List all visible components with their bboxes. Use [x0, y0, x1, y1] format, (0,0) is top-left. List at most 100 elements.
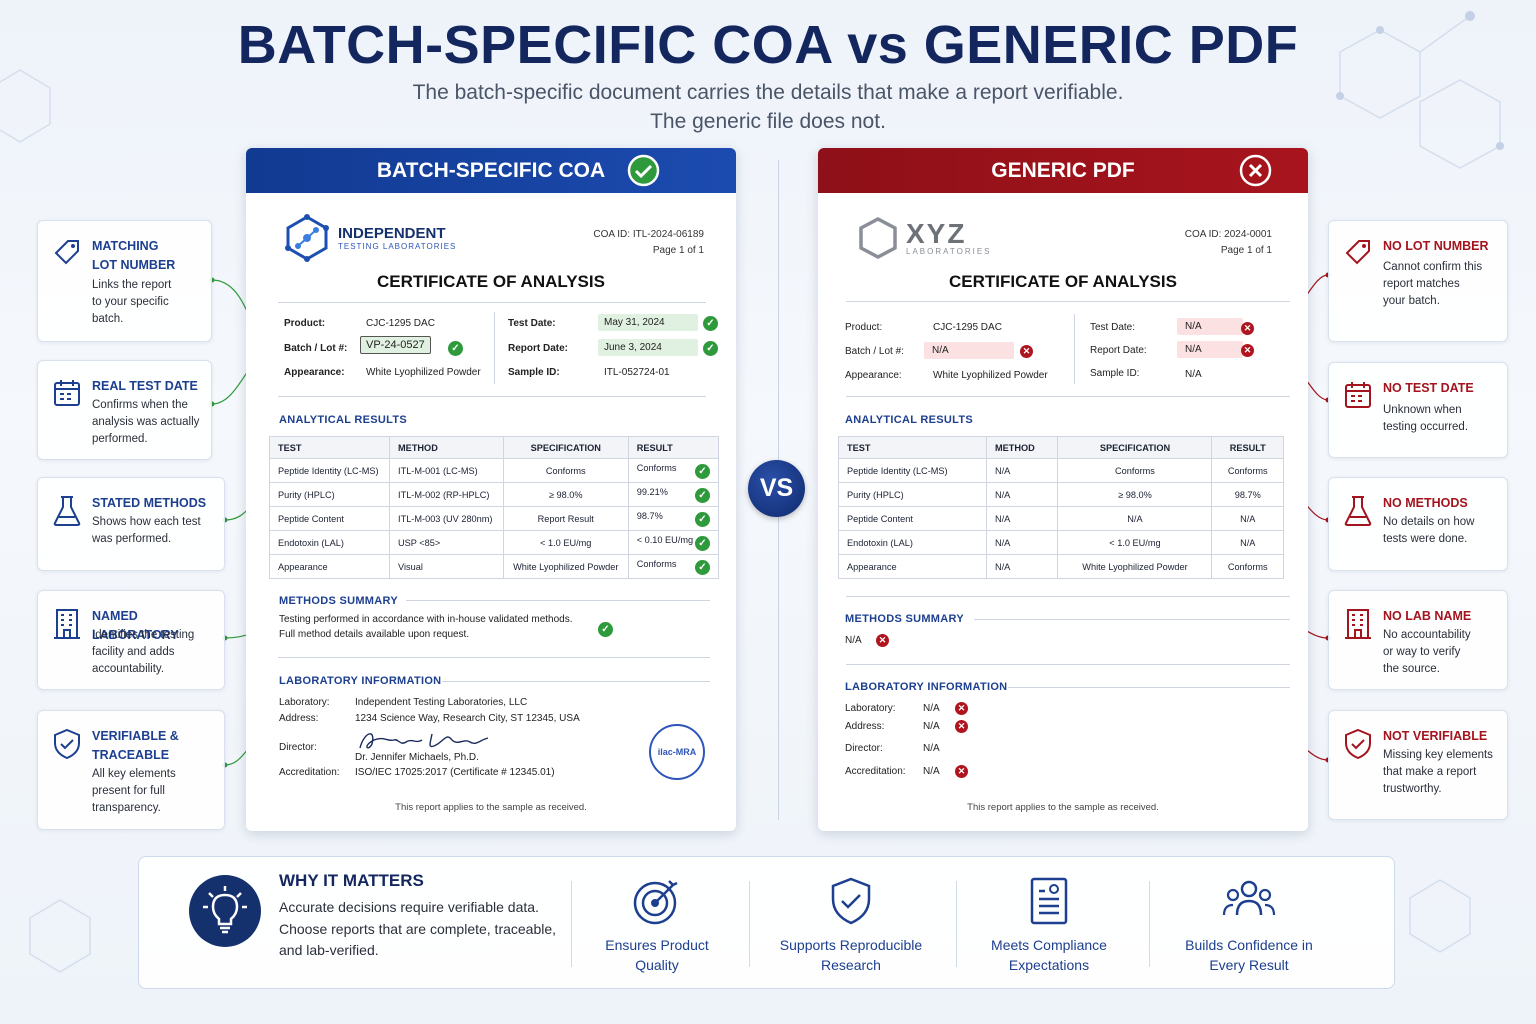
benefit-compliance: Meets Compliance Expectations [954, 875, 1144, 973]
column-header: METHOD [985, 436, 1059, 459]
callout-title: TRACEABLE [92, 748, 170, 762]
x-icon: ✕ [1020, 345, 1033, 358]
product-label: Product: [284, 318, 326, 329]
accreditation-label: Accreditation: [845, 766, 906, 777]
tag-icon [1345, 240, 1370, 265]
callout-no-lot-number: NO LOT NUMBER Cannot confirm this report … [1328, 220, 1508, 342]
results-table: TEST METHOD SPECIFICATION RESULT Peptide… [838, 436, 1284, 579]
table-row: Purity (HPLC) ITL-M-002 (RP-HPLC) ≥ 98.0% 9… [268, 482, 720, 507]
table-row: Appearance Visual White Lyophilized Powder… [268, 554, 720, 579]
appearance-value: White Lyophilized Powder [366, 367, 481, 378]
table-row: Peptide Identity (LC-MS) N/A Conforms Confo… [838, 458, 1284, 483]
column-header: SPECIFICATION [502, 436, 629, 459]
test-date-value: May 31, 2024 [598, 314, 698, 331]
benefit-product-quality: Ensures Product Quality [562, 875, 752, 973]
x-icon: ✕ [955, 702, 968, 715]
column-header: RESULT [627, 436, 720, 459]
x-icon: ✕ [955, 765, 968, 778]
x-icon: ✕ [876, 634, 889, 647]
card-header-label: GENERIC PDF [991, 158, 1135, 182]
column-header: TEST [838, 436, 987, 459]
laboratory-label: Laboratory: [845, 703, 896, 714]
building-icon [54, 609, 80, 639]
x-icon: ✕ [955, 720, 968, 733]
appearance-label: Appearance: [845, 370, 902, 381]
page-number: Page 1 of 1 [1220, 245, 1272, 256]
page-subtitle: The batch-specific document carries the … [0, 78, 1536, 136]
methods-section-title: METHODS SUMMARY [845, 613, 964, 625]
signature [359, 733, 489, 749]
test-date-label: Test Date: [508, 318, 556, 329]
callout-title: NOT VERIFIABLE [1383, 729, 1488, 743]
benefit-confidence: Builds Confidence in Every Result [1154, 875, 1344, 973]
coa-id: COA ID: 2024-0001 [1184, 229, 1272, 240]
card-footer: This report applies to the sample as rec… [395, 802, 587, 813]
address-label: Address: [279, 713, 319, 724]
callout-title: STATED METHODS [92, 496, 207, 510]
x-circle-icon [1239, 154, 1272, 187]
laboratory-value: Independent Testing Laboratories, LLC [355, 697, 528, 708]
page-title: BATCH-SPECIFIC COA vs GENERIC PDF [237, 15, 1299, 75]
callout-matching-lot-number: MATCHING LOT NUMBER Links the report to yo… [37, 220, 212, 342]
report-date-value: June 3, 2024 [598, 339, 698, 356]
building-icon [1345, 609, 1371, 639]
methods-line-1: Testing performed in accordance with in-… [279, 614, 573, 625]
accreditation-label: Accreditation: [279, 767, 340, 778]
card-header-batch-specific: BATCH-SPECIFIC COA [246, 148, 736, 193]
appearance-value: White Lyophilized Powder [933, 370, 1048, 381]
callout-title: MATCHING [92, 239, 159, 253]
callout-no-methods: NO METHODS No details on how tests were d… [1328, 477, 1508, 571]
hexagon-logo-icon [859, 217, 897, 259]
callout-title: NO LOT NUMBER [1383, 239, 1489, 253]
accreditation-value: N/A [923, 766, 940, 777]
why-description: Accurate decisions require verifiable da… [279, 899, 557, 958]
x-icon: ✕ [1241, 344, 1254, 357]
methods-section-title: METHODS SUMMARY [279, 595, 398, 607]
shield-check-icon [1345, 728, 1371, 760]
callout-no-test-date: NO TEST DATE Unknown when testing occurre… [1328, 362, 1508, 458]
callout-title: LOT NUMBER [92, 258, 176, 272]
sample-id-value: N/A [1185, 369, 1202, 380]
callout-title: NAMED LABORATORY [92, 609, 179, 642]
shield-check-icon [831, 877, 871, 925]
certificate-title: CERTIFICATE OF ANALYSIS [377, 272, 605, 291]
page-number: Page 1 of 1 [652, 245, 704, 256]
why-title: WHY IT MATTERS [279, 871, 424, 890]
director-value: Dr. Jennifer Michaels, Ph.D. [355, 752, 479, 763]
card-header-generic: GENERIC PDF [818, 148, 1308, 193]
callout-title: VERIFIABLE & [92, 729, 179, 743]
calendar-icon [54, 380, 80, 406]
calendar-icon [1345, 382, 1371, 408]
why-it-matters-banner: WHY IT MATTERS Accurate decisions requir… [138, 856, 1395, 989]
check-icon: ✓ [695, 463, 710, 479]
callout-real-test-date: REAL TEST DATE Confirms when the analysis… [37, 360, 212, 460]
check-circle-icon [627, 154, 660, 187]
callout-not-verifiable: NOT VERIFIABLE Missing key elements that … [1328, 710, 1508, 820]
accreditation-seal: ilac-MRA [649, 724, 705, 780]
column-header: SPECIFICATION [1057, 436, 1213, 459]
sample-id-label: Sample ID: [508, 367, 560, 378]
lab-info-section-title: LABORATORY INFORMATION [279, 675, 442, 687]
check-icon: ✓ [695, 535, 710, 551]
callout-no-lab-name: NO LAB NAME No accountability or way to v… [1328, 590, 1508, 690]
lab-subname: TESTING LABORATORIES [338, 241, 457, 251]
lab-info-section-title: LABORATORY INFORMATION [845, 681, 1008, 693]
laboratory-value: N/A [923, 703, 940, 714]
check-icon: ✓ [695, 487, 710, 503]
sample-id-value: ITL-052724-01 [604, 367, 670, 378]
product-value: CJC-1295 DAC [933, 322, 1002, 333]
callout-title: NO METHODS [1383, 496, 1468, 510]
table-row: Endotoxin (LAL) N/A < 1.0 EU/mg N/A [838, 530, 1284, 555]
check-icon: ✓ [695, 559, 710, 575]
product-value: CJC-1295 DAC [366, 318, 435, 329]
shield-check-icon [54, 728, 80, 760]
lot-label: Batch / Lot #: [284, 343, 348, 354]
results-section-title: ANALYTICAL RESULTS [845, 414, 974, 426]
address-value: N/A [923, 721, 940, 732]
product-label: Product: [845, 322, 883, 333]
lot-value: N/A [924, 342, 1014, 359]
certificate-title: CERTIFICATE OF ANALYSIS [949, 272, 1177, 291]
lab-name: INDEPENDENT [338, 224, 446, 242]
report-date-label: Report Date: [1090, 345, 1147, 356]
check-icon: ✓ [695, 511, 710, 527]
